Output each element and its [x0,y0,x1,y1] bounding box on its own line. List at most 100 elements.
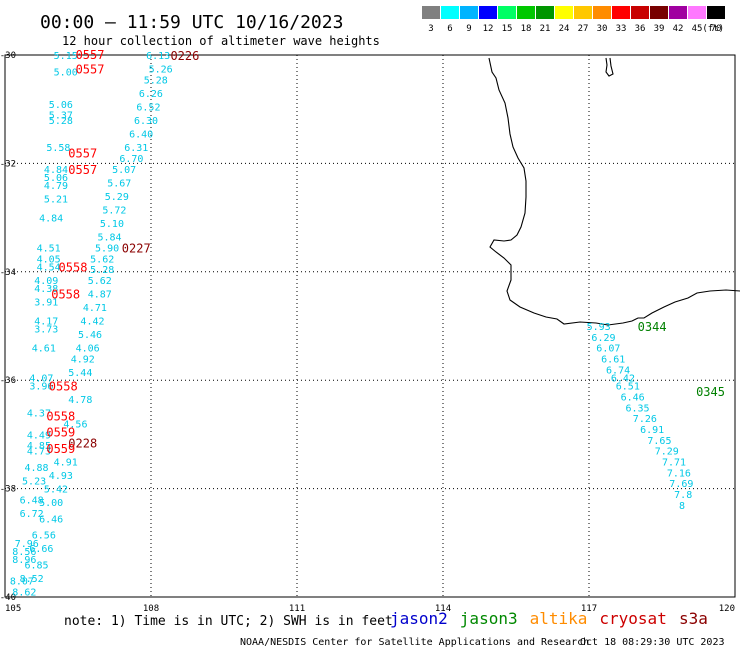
legend-swatch [650,6,668,19]
lon-tick-label: 120 [719,604,735,614]
australia-coastline [488,57,740,326]
swh-value: 4.42 [80,317,104,328]
swh-value: 4.92 [71,355,95,366]
legend-swatch [422,6,440,19]
legend-label: 33 [616,24,627,34]
legend-swatch [707,6,725,19]
map-title: 00:00 — 11:59 UTC 10/16/2023 [40,12,343,33]
legend-label: 3 [428,24,433,34]
lon-tick-label: 114 [435,604,451,614]
satellite-label: jason2 [390,609,448,628]
legend-swatch [498,6,516,19]
swh-value: 3.91 [34,298,58,309]
swh-value: 7.69 [669,479,693,490]
swh-value: 4.07 [29,373,53,384]
swh-value: 4.78 [68,395,92,406]
pass-time-label: 0557 [68,147,97,161]
legend-swatch [688,6,706,19]
swh-value: 5.44 [68,368,92,379]
timestamp-text: Oct 18 08:29:30 UTC 2023 [580,637,725,648]
swh-value: 4.91 [54,458,78,469]
legend-swatch [612,6,630,19]
swh-value: 6.51 [616,382,640,393]
legend-label: 42 [673,24,684,34]
pass-time-label: 0557 [76,63,105,77]
swh-value: 5.07 [112,165,136,176]
legend-swatch [555,6,573,19]
map-frame [4,54,736,598]
legend-label: 18 [521,24,532,34]
swh-value: 6.72 [20,509,44,520]
swh-value: 5.10 [100,219,124,230]
swh-value: 5.15 [54,51,78,62]
legend-label: 45 [692,24,703,34]
legend-label: 12 [483,24,494,34]
swh-value: 6.66 [29,544,53,555]
legend-swatch [669,6,687,19]
swh-value: 6.74 [606,365,630,376]
legend-label: 27 [578,24,589,34]
swh-value: 8.62 [12,588,36,599]
swh-value: 3.73 [34,325,58,336]
swh-value: 4.71 [83,303,107,314]
swh-value: 4.61 [32,344,56,355]
swh-values-layer: 5.155.005.065.375.285.584.845.064.795.21… [10,51,694,599]
lat-lon-grid: 105 108 111 114 117 120 -30 -32 -34 -36 -38 -40 [0,51,736,614]
legend-label: 15 [502,24,513,34]
swh-value: 5.93 [587,322,611,333]
legend-swatch [479,6,497,19]
swh-value: 4.51 [37,243,61,254]
swh-value: 7.26 [633,414,657,425]
swh-value: 4.73 [27,447,51,458]
swh-value: 6.56 [32,531,56,542]
swh-value: 4.93 [49,471,73,482]
map-subtitle: 12 hour collection of altimeter wave hei… [62,34,380,48]
coastline-path [488,57,740,326]
legend-label: 6 [447,24,452,34]
swh-value: 6.46 [39,514,63,525]
pass-time-label: 0226 [170,49,199,63]
swh-value: 6.07 [596,344,620,355]
lat-tick-label: -32 [0,159,16,169]
swh-value: 6.52 [136,102,160,113]
legend-swatch [536,6,554,19]
swh-value: 6.35 [626,403,650,414]
swh-value: 5.37 [49,111,73,122]
swh-value: 8 [679,501,685,512]
legend-label: 21 [540,24,551,34]
swh-value: 8.52 [20,574,44,585]
swh-value: 5.58 [46,143,70,154]
swh-value: 5.28 [90,265,114,276]
swh-value: 5.46 [78,330,102,341]
pass-time-label: 0557 [76,48,105,62]
swh-value: 4.85 [27,441,51,452]
pass-time-label: 0228 [68,437,97,451]
lat-tick-label: -40 [0,593,16,603]
swh-value: 5.28 [144,75,168,86]
swh-value: 7.8 [674,490,692,501]
swh-value: 8.96 [12,555,36,566]
credit-text: NOAA/NESDIS Center for Satellite Applica… [240,637,589,648]
swh-value: 6.13 [146,51,170,62]
legend-label: 9 [466,24,471,34]
lat-tick-label: -36 [0,376,16,386]
footer-note: note: 1) Time is in UTC; 2) SWH is in fe… [64,614,393,629]
satellite-label: jason3 [460,609,518,628]
swh-value: 4.09 [34,276,58,287]
lon-tick-label: 105 [5,604,21,614]
lon-tick-label: 108 [143,604,159,614]
swh-value: 6.40 [129,130,153,141]
satellite-label: s3a [679,609,708,628]
swh-value: 5.62 [88,276,112,287]
swh-value: 4.38 [34,284,58,295]
swh-value: 4.05 [37,254,61,265]
swh-value: 6.70 [119,154,143,165]
swh-value: 5.62 [90,254,114,265]
legend-swatch [574,6,592,19]
legend-swatch [517,6,535,19]
swh-value: 6.29 [591,333,615,344]
swh-value: 4.17 [34,317,58,328]
swh-value: 6.85 [24,560,48,571]
lat-tick-label: -30 [0,51,16,61]
swh-value: 5.67 [107,178,131,189]
